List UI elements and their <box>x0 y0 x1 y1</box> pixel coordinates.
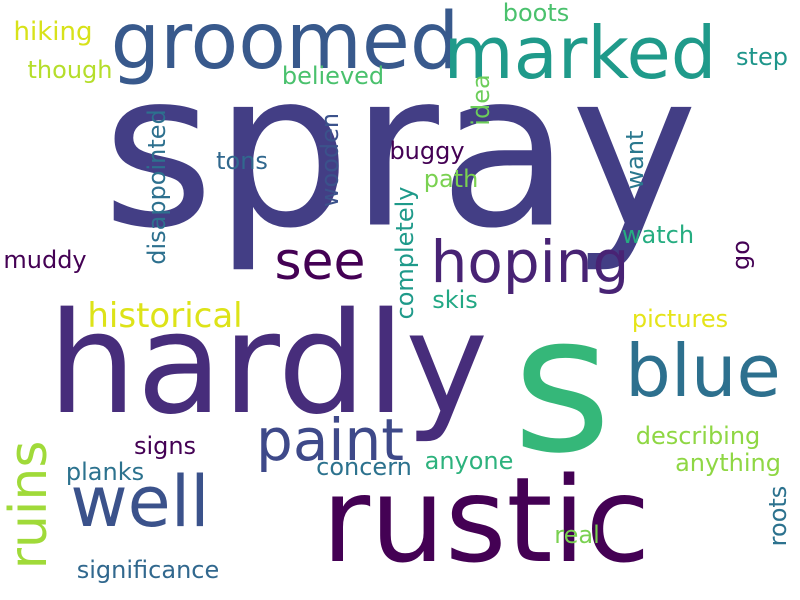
word-spray: spray <box>102 24 698 276</box>
word-well: well <box>70 461 210 543</box>
word-roots: roots <box>764 485 792 547</box>
word-groomed: groomed <box>110 0 460 87</box>
word-see: see <box>274 232 366 292</box>
word-step: step <box>736 43 788 71</box>
word-blue: blue <box>625 329 781 413</box>
word-skis: skis <box>432 286 478 314</box>
word-though: though <box>27 56 113 84</box>
word-hoping: hoping <box>430 228 630 296</box>
word-pictures: pictures <box>631 305 729 333</box>
word-wooden: wooden <box>316 112 344 208</box>
word-paint: paint <box>256 406 404 474</box>
word-concern: concern <box>316 453 412 481</box>
word-signs: signs <box>133 432 197 460</box>
word-completely: completely <box>391 186 419 320</box>
word-want: want <box>621 130 649 190</box>
word-boots: boots <box>502 0 570 27</box>
word-buggy: buggy <box>389 137 465 165</box>
word-go: go <box>727 240 755 270</box>
word-idea: idea <box>467 74 495 126</box>
word-ruins: ruins <box>0 440 59 570</box>
word-hiking: hiking <box>13 17 93 47</box>
word-disappointed: disappointed <box>143 109 171 265</box>
word-path: path <box>423 165 479 193</box>
word-marked: marked <box>443 11 717 95</box>
word-hardly: hardly <box>47 283 489 446</box>
word-historical: historical <box>87 296 243 336</box>
word-muddy: muddy <box>3 246 87 274</box>
word-rustic: rustic <box>321 451 651 589</box>
word-describing: describing <box>635 422 761 450</box>
word-planks: planks <box>65 458 145 486</box>
word-anything: anything <box>675 449 781 477</box>
word-significance: significance <box>76 556 220 584</box>
word-real: real <box>554 521 600 549</box>
word-tons: tons <box>216 147 268 175</box>
word-anyone: anyone <box>424 447 514 475</box>
word-s: s <box>512 274 612 495</box>
word-watch: watch <box>621 221 695 249</box>
word-believed: believed <box>281 62 385 90</box>
